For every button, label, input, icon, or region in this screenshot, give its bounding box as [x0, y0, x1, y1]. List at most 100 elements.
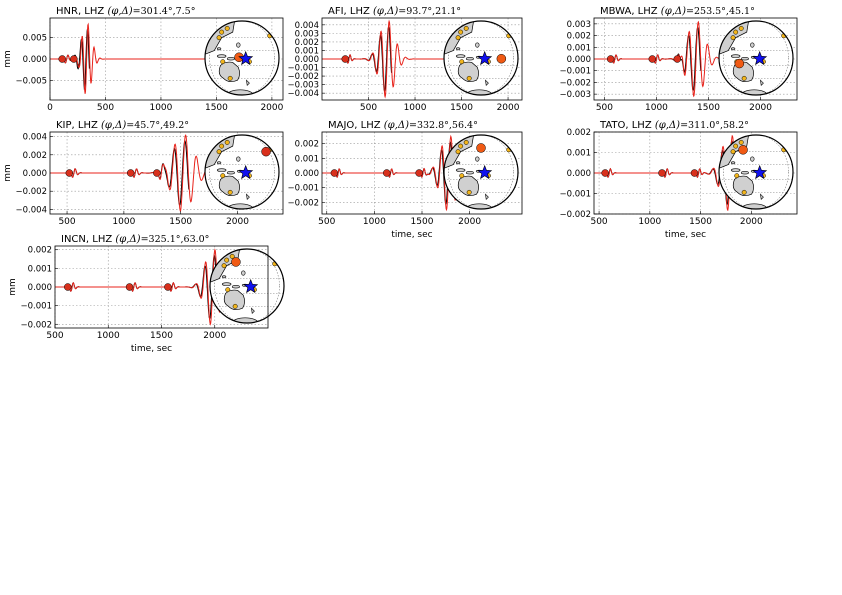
island	[216, 54, 227, 58]
antarctica	[740, 203, 768, 209]
x-tick-label: 500	[58, 217, 75, 227]
island	[740, 57, 749, 61]
station-dot	[458, 29, 464, 35]
island	[465, 171, 474, 175]
x-tick-label: 2000	[260, 103, 283, 113]
title-station: MBWA, LHZ	[600, 6, 661, 17]
station-dot	[220, 173, 226, 179]
station-highlight-dot	[738, 145, 748, 155]
panel-incn: 500 1000 1500 2000 0.002 0.001 0.000 −0.001 −0.0…	[8, 234, 285, 354]
phase-marker	[606, 55, 615, 63]
y-tick-label: 0.000	[23, 169, 47, 179]
title-params: (φ,Δ)	[661, 6, 686, 17]
station-dot	[227, 75, 233, 81]
y-tick-label: 0.001	[295, 46, 319, 56]
epicenter-star	[477, 50, 493, 66]
new-zealand	[246, 193, 250, 201]
australia-landmass	[732, 175, 754, 197]
y-tick-label: 0.001	[28, 264, 52, 274]
station-dot	[466, 75, 472, 81]
globe-meridian	[448, 21, 514, 95]
island	[226, 57, 235, 61]
phase-marker	[415, 169, 423, 177]
x-tick-label: 1500	[450, 103, 473, 113]
x-axis-label: time, sec	[131, 344, 172, 354]
y-tick-label: 0.000	[567, 55, 591, 65]
x-tick-label: 1000	[112, 217, 135, 227]
station-highlight-dot	[734, 58, 745, 69]
phase-marker	[658, 169, 666, 177]
axes-frame	[321, 17, 523, 101]
island	[231, 285, 240, 289]
y-tick-label: 0.005	[23, 33, 47, 43]
title-station: HNR, LHZ	[56, 6, 107, 17]
station-dot	[730, 35, 736, 41]
panel-title: KIP, LHZ (φ,Δ)=45.7°,49.2°	[56, 120, 189, 131]
y-axis-label: mm	[3, 164, 13, 182]
island	[221, 275, 227, 279]
island	[455, 161, 461, 165]
antarctica	[231, 317, 259, 323]
station-highlight-dot	[231, 257, 241, 267]
island	[465, 57, 474, 61]
title-station: TATO, LHZ	[599, 120, 655, 131]
globe-outline	[204, 20, 280, 96]
axes-frame	[49, 17, 284, 101]
title-station: AFI, LHZ	[328, 6, 373, 17]
title-params: (φ,Δ)	[101, 120, 126, 131]
title-station: INCN, LHZ	[61, 234, 115, 245]
y-tick-label: 0.000	[567, 169, 591, 179]
y-tick-label: 0.001	[567, 43, 591, 53]
x-tick-label: 1500	[169, 217, 192, 227]
y-tick-label: −0.001	[288, 64, 319, 74]
antarctica	[226, 203, 254, 209]
x-tick-label: 500	[46, 331, 63, 341]
y-tick-label: 0.002	[23, 151, 47, 161]
phase-marker	[64, 283, 72, 291]
island	[221, 282, 232, 286]
island	[730, 54, 741, 58]
globe-meridian	[209, 21, 275, 95]
phase-marker	[383, 169, 391, 177]
island	[455, 54, 466, 58]
x-tick-label: 2000	[458, 217, 481, 227]
title-values: =325.1°,63.0°	[141, 234, 210, 245]
y-tick-label: −0.004	[16, 205, 47, 215]
y-tick-label: −0.004	[288, 89, 319, 99]
title-values: =93.7°,21.1°	[398, 6, 461, 17]
y-tick-label: −0.001	[21, 302, 52, 312]
axes-frame	[593, 131, 798, 215]
x-tick-label: 500	[97, 103, 114, 113]
panel-title: MAJO, LHZ (φ,Δ)=332.8°,56.4°	[328, 120, 478, 131]
epicenter-star	[752, 50, 768, 66]
island	[475, 156, 480, 162]
y-tick-label: 0.003	[567, 20, 591, 30]
globe-outline	[209, 248, 285, 324]
y-tick-label: 0.002	[567, 128, 591, 138]
panel-title: AFI, LHZ (φ,Δ)=93.7°,21.1°	[328, 6, 461, 17]
y-tick-label: −0.002	[21, 320, 52, 330]
y-axis-label: mm	[8, 278, 18, 296]
new-zealand	[246, 79, 250, 87]
panel-title: HNR, LHZ (φ,Δ)=301.4°,7.5°	[56, 6, 195, 17]
station-dot	[229, 253, 235, 259]
panel-majo: 500 1000 1500 2000 0.002 0.001 0.000 −0.001 −0.0…	[288, 120, 523, 240]
y-tick-label: 0.001	[295, 154, 319, 164]
phase-marker	[70, 55, 78, 63]
panel-tato: 500 1000 1500 2000 0.002 0.001 0.000 −0.001 −0.0…	[560, 120, 798, 240]
station-dot	[730, 149, 736, 155]
x-tick-label: 1000	[404, 103, 427, 113]
epicenter-star	[752, 164, 768, 180]
title-params: (φ,Δ)	[107, 6, 132, 17]
station-dot	[225, 287, 231, 293]
station-highlight-dot	[476, 143, 486, 153]
island	[730, 161, 736, 165]
station-dot	[458, 143, 464, 149]
island	[740, 171, 749, 175]
y-tick-label: 0.002	[295, 140, 319, 150]
globe-outline	[718, 134, 794, 210]
australia-landmass	[457, 175, 479, 197]
x-tick-label: 1000	[149, 103, 172, 113]
